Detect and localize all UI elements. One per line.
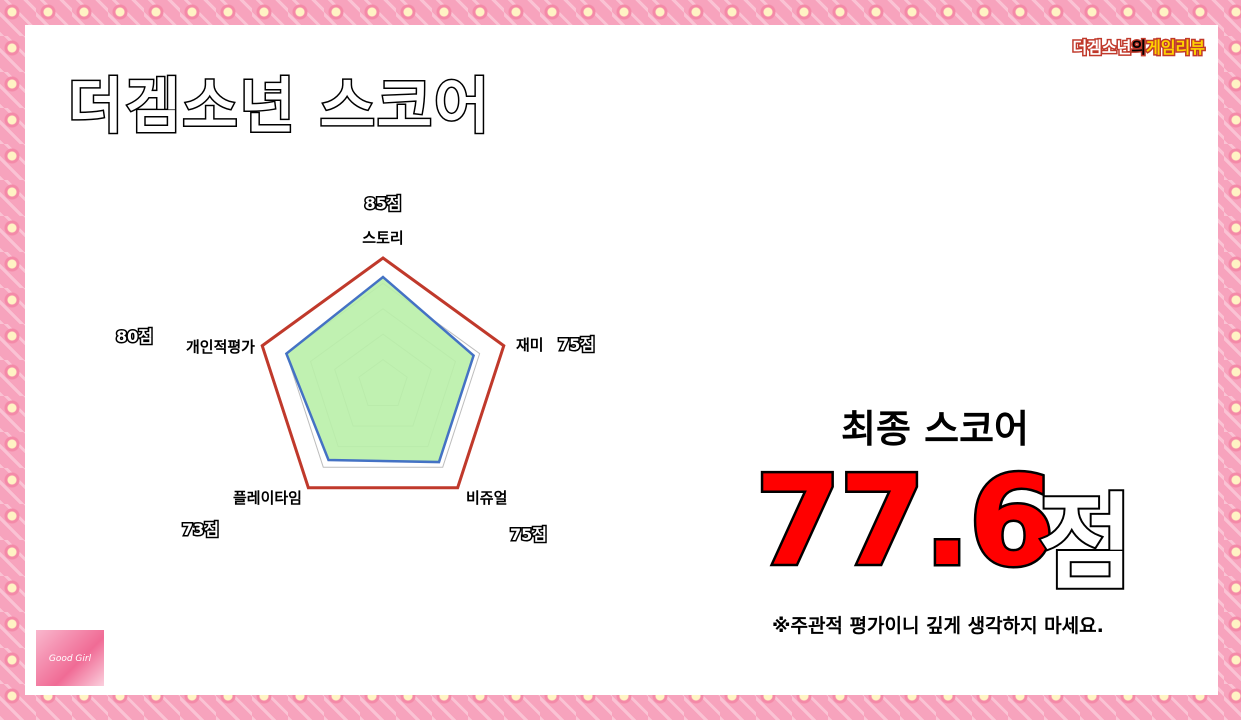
axis-label: 재미	[516, 336, 544, 354]
series-polygon	[284, 275, 476, 464]
brand-part1: 더겜소년	[1071, 37, 1133, 59]
value-label: 73점	[182, 520, 219, 539]
value-label: 75점	[510, 525, 547, 544]
brand-part3: 게임리뷰	[1145, 37, 1207, 59]
final-score-unit: 점	[1036, 480, 1136, 606]
final-score-value: 77.6	[753, 448, 1058, 597]
channel-thumbnail: Good Girl	[36, 630, 104, 686]
axis-label: 플레이타임	[233, 489, 302, 507]
brand-part2: 의	[1130, 37, 1148, 59]
content-panel	[25, 25, 1218, 695]
page-title: 더겜소년 스코어	[66, 71, 492, 144]
value-label: 80점	[116, 327, 153, 346]
value-label: 85점	[365, 194, 402, 213]
brand-logo: 더겜소년의게임리뷰	[1071, 34, 1207, 59]
value-label: 75점	[558, 335, 595, 354]
grid-ring	[260, 256, 506, 490]
axis-label: 스토리	[362, 229, 403, 247]
axis-label: 개인적평가	[186, 338, 255, 356]
final-score-label: 최종 스코어	[840, 407, 1030, 451]
axis-label: 비쥬얼	[466, 489, 507, 507]
thumbnail-text: Good Girl	[48, 654, 92, 664]
disclaimer-note: ※주관적 평가이니 깊게 생각하지 마세요.	[772, 615, 1104, 637]
